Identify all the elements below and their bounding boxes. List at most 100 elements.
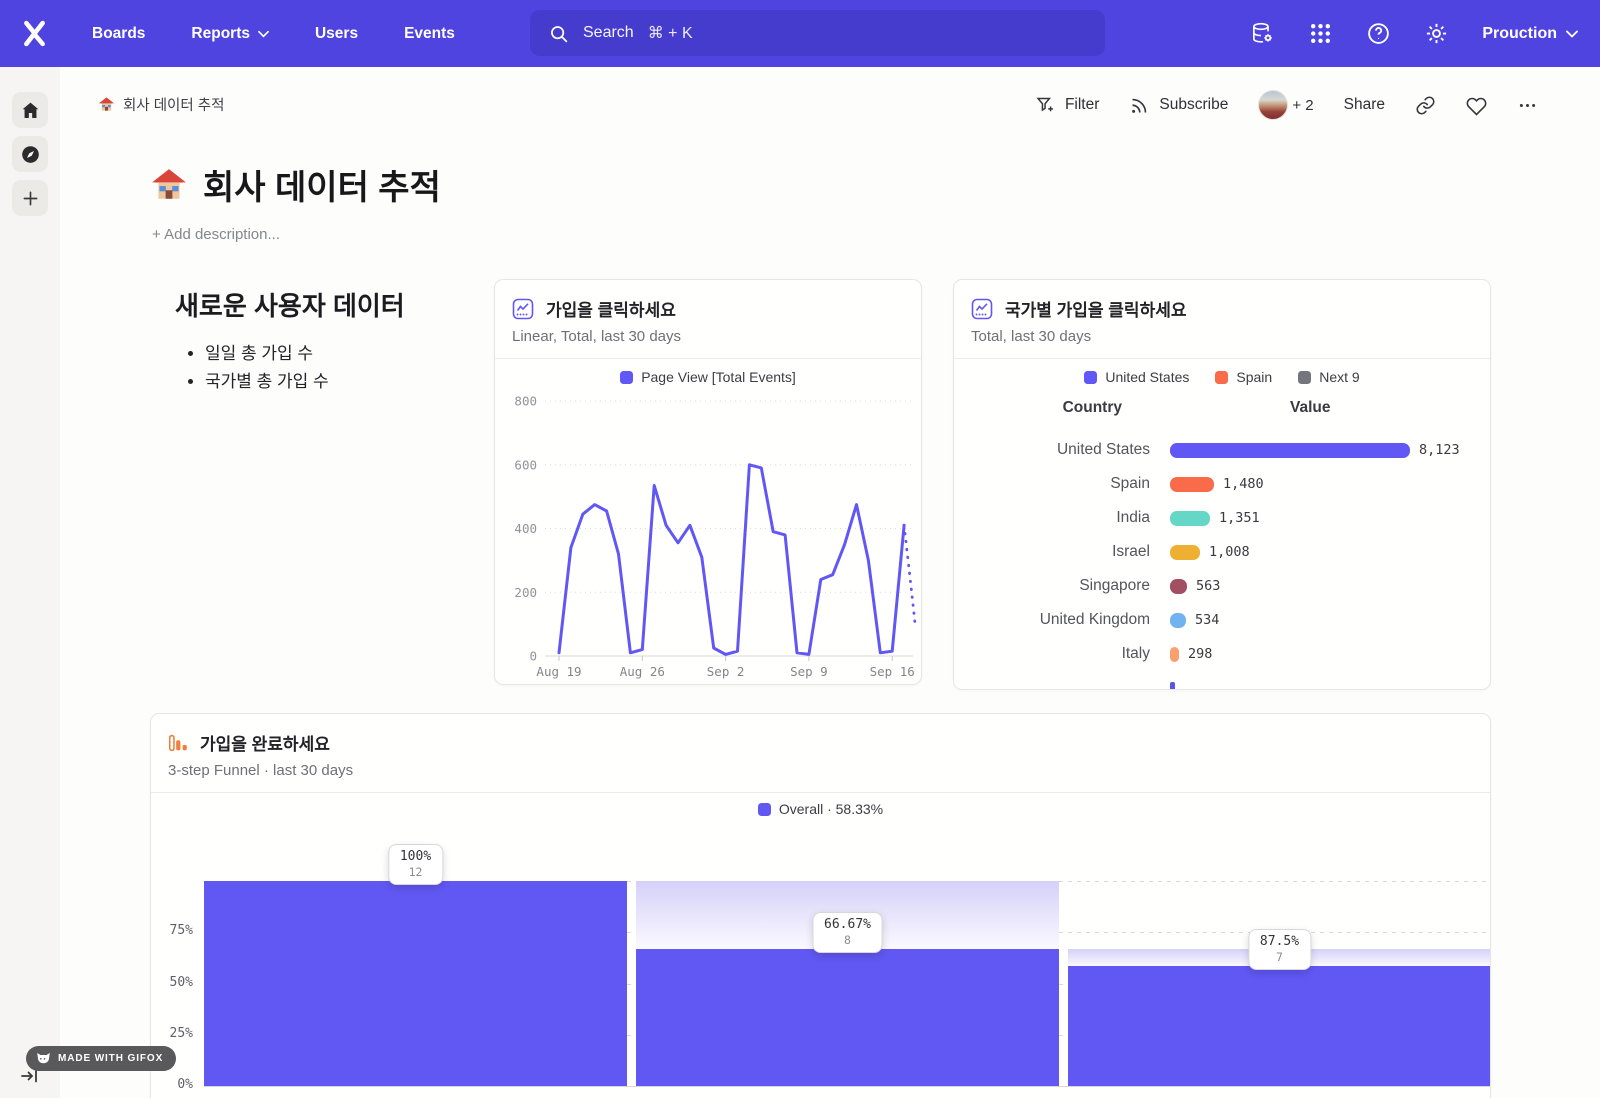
chart-legend: Overall · 58.33% <box>151 797 1490 821</box>
country-bar-cell: 563 <box>1170 578 1474 594</box>
country-bar[interactable] <box>1170 646 1179 662</box>
legend-swatch <box>1084 370 1098 384</box>
legend-label: Page View [Total Events] <box>641 369 796 385</box>
heart-icon <box>1466 97 1487 116</box>
page-title-text: 회사 데이터 추적 <box>203 169 441 207</box>
country-value: 534 <box>1195 612 1220 628</box>
settings-gear-icon[interactable] <box>1424 21 1449 46</box>
nav-reports[interactable]: Reports <box>191 25 269 43</box>
data-management-icon[interactable] <box>1250 21 1275 46</box>
nav-boards[interactable]: Boards <box>92 24 146 42</box>
card-header: 국가별 가입을 클릭하세요 Total, last 30 days <box>954 280 1490 359</box>
nav-users[interactable]: Users <box>314 24 359 42</box>
legend-item[interactable]: United States <box>1084 369 1189 385</box>
sidebar-expand-button[interactable] <box>20 1068 40 1086</box>
mixpanel-logo-icon[interactable] <box>20 19 49 48</box>
filter-button[interactable]: Filter <box>1035 95 1099 116</box>
filter-funnel-icon <box>1036 97 1053 111</box>
breadcrumb-label: 회사 데이터 추적 <box>123 98 225 114</box>
funnel-tooltip: 87.5% 7 <box>1247 929 1312 971</box>
country-rows: United States 8,123 Spain 1,480 India 1,351 Is… <box>954 433 1490 671</box>
country-bar[interactable] <box>1170 578 1187 594</box>
topbar-right: Prouction <box>1250 0 1578 67</box>
favorite-button[interactable] <box>1466 95 1487 116</box>
share-button[interactable]: Share <box>1344 96 1385 114</box>
country-bar[interactable] <box>1170 544 1200 560</box>
clipped-bar <box>1170 682 1175 689</box>
expand-sidebar-icon <box>21 1069 37 1083</box>
sidebar-create-button[interactable] <box>12 180 48 216</box>
country-value: 563 <box>1196 578 1221 594</box>
funnel-bar[interactable] <box>204 881 627 1086</box>
filter-label: Filter <box>1064 96 1100 113</box>
nav-reports-label: Reports <box>191 24 250 42</box>
legend-item[interactable]: Next 9 <box>1298 369 1360 385</box>
country-bar-cell: 534 <box>1170 612 1474 628</box>
column-header-country: Country <box>1062 399 1122 416</box>
funnel-bar[interactable] <box>636 949 1059 1086</box>
gifox-badge[interactable]: MADE WITH GIFOX <box>26 1046 177 1071</box>
add-description[interactable]: + Add description... <box>152 226 280 243</box>
funnel-bar[interactable] <box>1068 966 1490 1086</box>
country-bar-cell: 1,351 <box>1170 510 1474 526</box>
line-chart-card: 가입을 클릭하세요 Linear, Total, last 30 days Pa… <box>494 279 922 685</box>
country-row: Italy 298 <box>954 637 1490 671</box>
svg-text:Sep 9: Sep 9 <box>790 664 828 679</box>
chart-legend: Page View [Total Events] <box>495 365 921 389</box>
search-shortcut: ⌘ + K <box>647 25 693 42</box>
funnel-count: 7 <box>1276 950 1283 965</box>
country-bar[interactable] <box>1170 612 1186 628</box>
project-name: Prouction <box>1482 24 1557 42</box>
country-value: 8,123 <box>1419 442 1460 458</box>
country-value: 298 <box>1188 646 1213 662</box>
card-subtitle: Linear, Total, last 30 days <box>512 328 681 345</box>
project-switcher[interactable]: Prouction <box>1482 25 1578 43</box>
home-icon <box>22 102 38 118</box>
chevron-down-icon <box>1566 30 1578 38</box>
card-title[interactable]: 국가별 가입을 클릭하세요 <box>1005 301 1187 320</box>
country-bar[interactable] <box>1170 476 1214 492</box>
card-title[interactable]: 가입을 클릭하세요 <box>546 301 676 320</box>
line-chart-plot[interactable]: 0 200 400 600 800 Aug 19 Aug 26 Sep 2 Sep 9 Sep 1… <box>509 388 919 680</box>
insights-chart-icon <box>512 298 534 319</box>
breadcrumb[interactable]: 회사 데이터 추적 <box>98 94 224 115</box>
legend-swatch <box>757 802 771 816</box>
card-title[interactable]: 가입을 완료하세요 <box>200 735 330 754</box>
legend-label: United States <box>1105 369 1190 385</box>
subscribe-button[interactable]: Subscribe <box>1129 95 1228 116</box>
nav-events[interactable]: Events <box>404 24 455 42</box>
legend-label: Spain <box>1236 369 1273 385</box>
copy-link-button[interactable] <box>1415 95 1436 116</box>
help-icon[interactable] <box>1366 21 1391 46</box>
legend-item[interactable]: Page View [Total Events] <box>620 369 796 385</box>
more-menu-button[interactable] <box>1517 95 1538 116</box>
chevron-down-icon <box>258 30 269 37</box>
country-bar-cell: 1,008 <box>1170 544 1474 560</box>
text-widget-list: 일일 총 가입 수 국가별 총 가입 수 <box>205 340 329 396</box>
country-bar[interactable] <box>1170 510 1210 526</box>
topbar: Boards Reports Users Events Search ⌘ + K <box>0 0 1600 67</box>
avatar[interactable] <box>1258 90 1289 120</box>
svg-text:Sep 2: Sep 2 <box>707 664 745 679</box>
column-header-value: Value <box>1290 399 1331 416</box>
sidebar-home-button[interactable] <box>12 92 48 128</box>
legend-item[interactable]: Spain <box>1215 369 1272 385</box>
y-axis-tick: 75% <box>169 923 193 939</box>
country-label: Italy <box>1121 645 1150 662</box>
country-label: Israel <box>1112 543 1150 560</box>
country-bar[interactable] <box>1170 442 1410 458</box>
funnel-conversion: 87.5% <box>1259 934 1300 950</box>
card-header: 가입을 클릭하세요 Linear, Total, last 30 days <box>495 280 921 359</box>
legend-item[interactable]: Overall · 58.33% <box>757 801 883 817</box>
country-value: 1,480 <box>1223 476 1264 492</box>
y-axis-tick: 25% <box>169 1025 193 1041</box>
apps-grid-icon[interactable] <box>1308 21 1333 46</box>
funnel-plot[interactable]: 75% 50% 25% 0% 100% 12 66.67% 8 87.5% 7 <box>151 831 1490 1098</box>
fox-icon <box>37 1052 50 1064</box>
sidebar-discover-button[interactable] <box>12 136 48 172</box>
collaborators[interactable]: + 2 <box>1258 90 1314 120</box>
search-input[interactable]: Search ⌘ + K <box>530 10 1105 56</box>
country-label: Spain <box>1110 475 1150 492</box>
sidebar <box>0 67 60 1098</box>
